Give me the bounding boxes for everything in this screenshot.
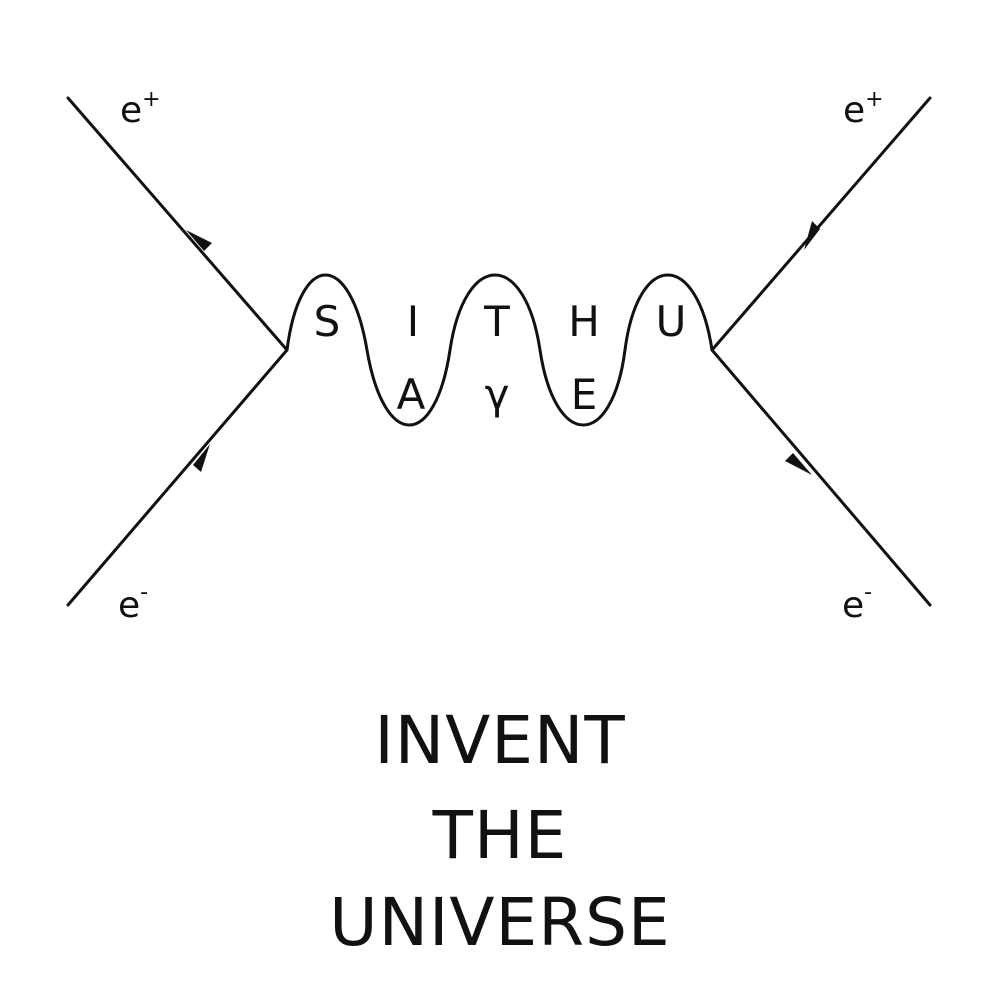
electron-line-right (710, 348, 932, 607)
caption-line-2: THE (432, 797, 568, 874)
arrow-icon (785, 453, 812, 475)
particle-label-bottom-left: e- (118, 580, 148, 626)
wave-letter: E (571, 370, 598, 419)
particle-label-bottom-right: e- (842, 580, 872, 626)
caption-line-1: INVENT (374, 702, 626, 779)
wave-letter: U (656, 297, 687, 346)
positron-line-right (710, 96, 932, 352)
positron-line-left (66, 96, 289, 352)
arrow-icon (186, 230, 212, 251)
arrow-icon (804, 221, 820, 250)
wave-letter: T (483, 297, 510, 346)
electron-line-left (66, 348, 289, 607)
arrow-icon (193, 444, 210, 472)
wave-letter: I (407, 297, 419, 346)
particle-label-top-left: e+ (120, 87, 161, 131)
caption-line-3: UNIVERSE (329, 884, 671, 961)
wave-letter: γ (485, 370, 510, 419)
arrows (186, 221, 820, 475)
wave-letter: A (397, 370, 426, 419)
wave-letter: H (568, 297, 600, 346)
particle-label-top-right: e+ (843, 87, 884, 131)
photon-wave (285, 273, 714, 427)
wave-letter: S (314, 297, 341, 346)
fermion-lines (66, 96, 932, 607)
